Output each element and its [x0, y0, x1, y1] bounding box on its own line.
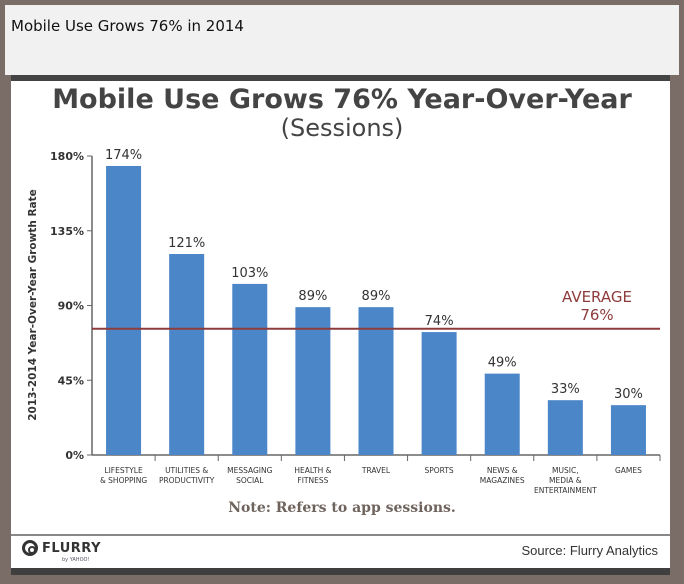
logo-text: FLURRY: [42, 540, 101, 556]
data-label: 174%: [105, 148, 142, 163]
chart-title: Mobile Use Grows 76% Year-Over-Year: [52, 84, 632, 115]
x-tick-label: HEALTH &: [294, 466, 331, 475]
data-label: 89%: [298, 289, 327, 304]
bar: [169, 254, 205, 455]
bar: [358, 307, 394, 455]
logo-subtext: by YAHOO!: [62, 557, 90, 563]
data-label: 33%: [551, 382, 580, 397]
bottom-divider: [11, 568, 670, 575]
page-header: Mobile Use Grows 76% in 2014: [5, 5, 679, 75]
y-axis-label: 2013-2014 Year-Over-Year Growth Rate: [27, 189, 39, 421]
x-tick-label: TRAVEL: [361, 466, 391, 475]
flurry-logo-icon: [22, 540, 38, 556]
data-label: 74%: [425, 314, 454, 329]
x-tick-label: & SHOPPING: [100, 476, 147, 485]
x-tick-label: NEWS &: [487, 466, 518, 475]
footer-divider: [11, 534, 670, 536]
y-tick-label: 135%: [50, 225, 84, 238]
page-title: Mobile Use Grows 76% in 2014: [11, 17, 244, 35]
chart-note: Note: Refers to app sessions.: [228, 500, 456, 516]
y-tick-label: 180%: [50, 150, 84, 163]
source-text: Source: Flurry Analytics: [521, 543, 658, 558]
bar: [484, 373, 520, 455]
chart-subtitle: (Sessions): [281, 114, 404, 142]
x-tick-label: MUSIC,: [552, 466, 579, 475]
top-divider: [11, 75, 670, 81]
data-label: 89%: [362, 289, 391, 304]
x-tick-label: MESSAGING: [227, 466, 273, 475]
data-label: 103%: [231, 266, 268, 281]
bar: [295, 307, 331, 455]
flurry-logo: FLURRY by YAHOO!: [22, 540, 101, 563]
data-label: 49%: [488, 356, 517, 371]
data-label: 30%: [614, 387, 643, 402]
x-tick-label: GAMES: [615, 466, 642, 475]
bar: [106, 165, 142, 455]
bar: [610, 405, 646, 455]
x-tick-label: MEDIA &: [549, 476, 582, 485]
average-label: 76%: [580, 306, 613, 324]
x-tick-label: SOCIAL: [236, 476, 264, 485]
y-tick-label: 0%: [65, 449, 84, 462]
bar: [421, 332, 457, 455]
average-label: AVERAGE: [562, 288, 632, 306]
x-tick-label: SPORTS: [425, 466, 454, 475]
y-tick-label: 45%: [58, 374, 84, 387]
x-tick-label: MAGAZINES: [480, 476, 525, 485]
bar: [547, 400, 583, 455]
data-label: 121%: [168, 236, 205, 251]
x-tick-label: FITNESS: [297, 476, 328, 485]
bar: [232, 283, 268, 455]
y-tick-label: 90%: [58, 300, 84, 313]
x-tick-label: ENTERTAINMENT: [534, 486, 597, 495]
x-tick-label: LIFESTYLE: [104, 466, 143, 475]
x-tick-label: UTILITIES &: [165, 466, 208, 475]
x-tick-label: PRODUCTIVITY: [159, 476, 215, 485]
